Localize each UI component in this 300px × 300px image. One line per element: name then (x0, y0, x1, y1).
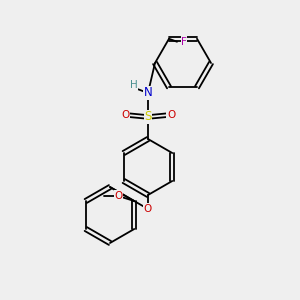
Text: O: O (121, 110, 129, 120)
Text: O: O (114, 191, 122, 201)
Text: F: F (181, 37, 187, 47)
Text: O: O (144, 204, 152, 214)
Text: H: H (130, 80, 138, 90)
Text: S: S (144, 110, 152, 124)
Text: O: O (167, 110, 175, 120)
Text: N: N (144, 86, 152, 100)
